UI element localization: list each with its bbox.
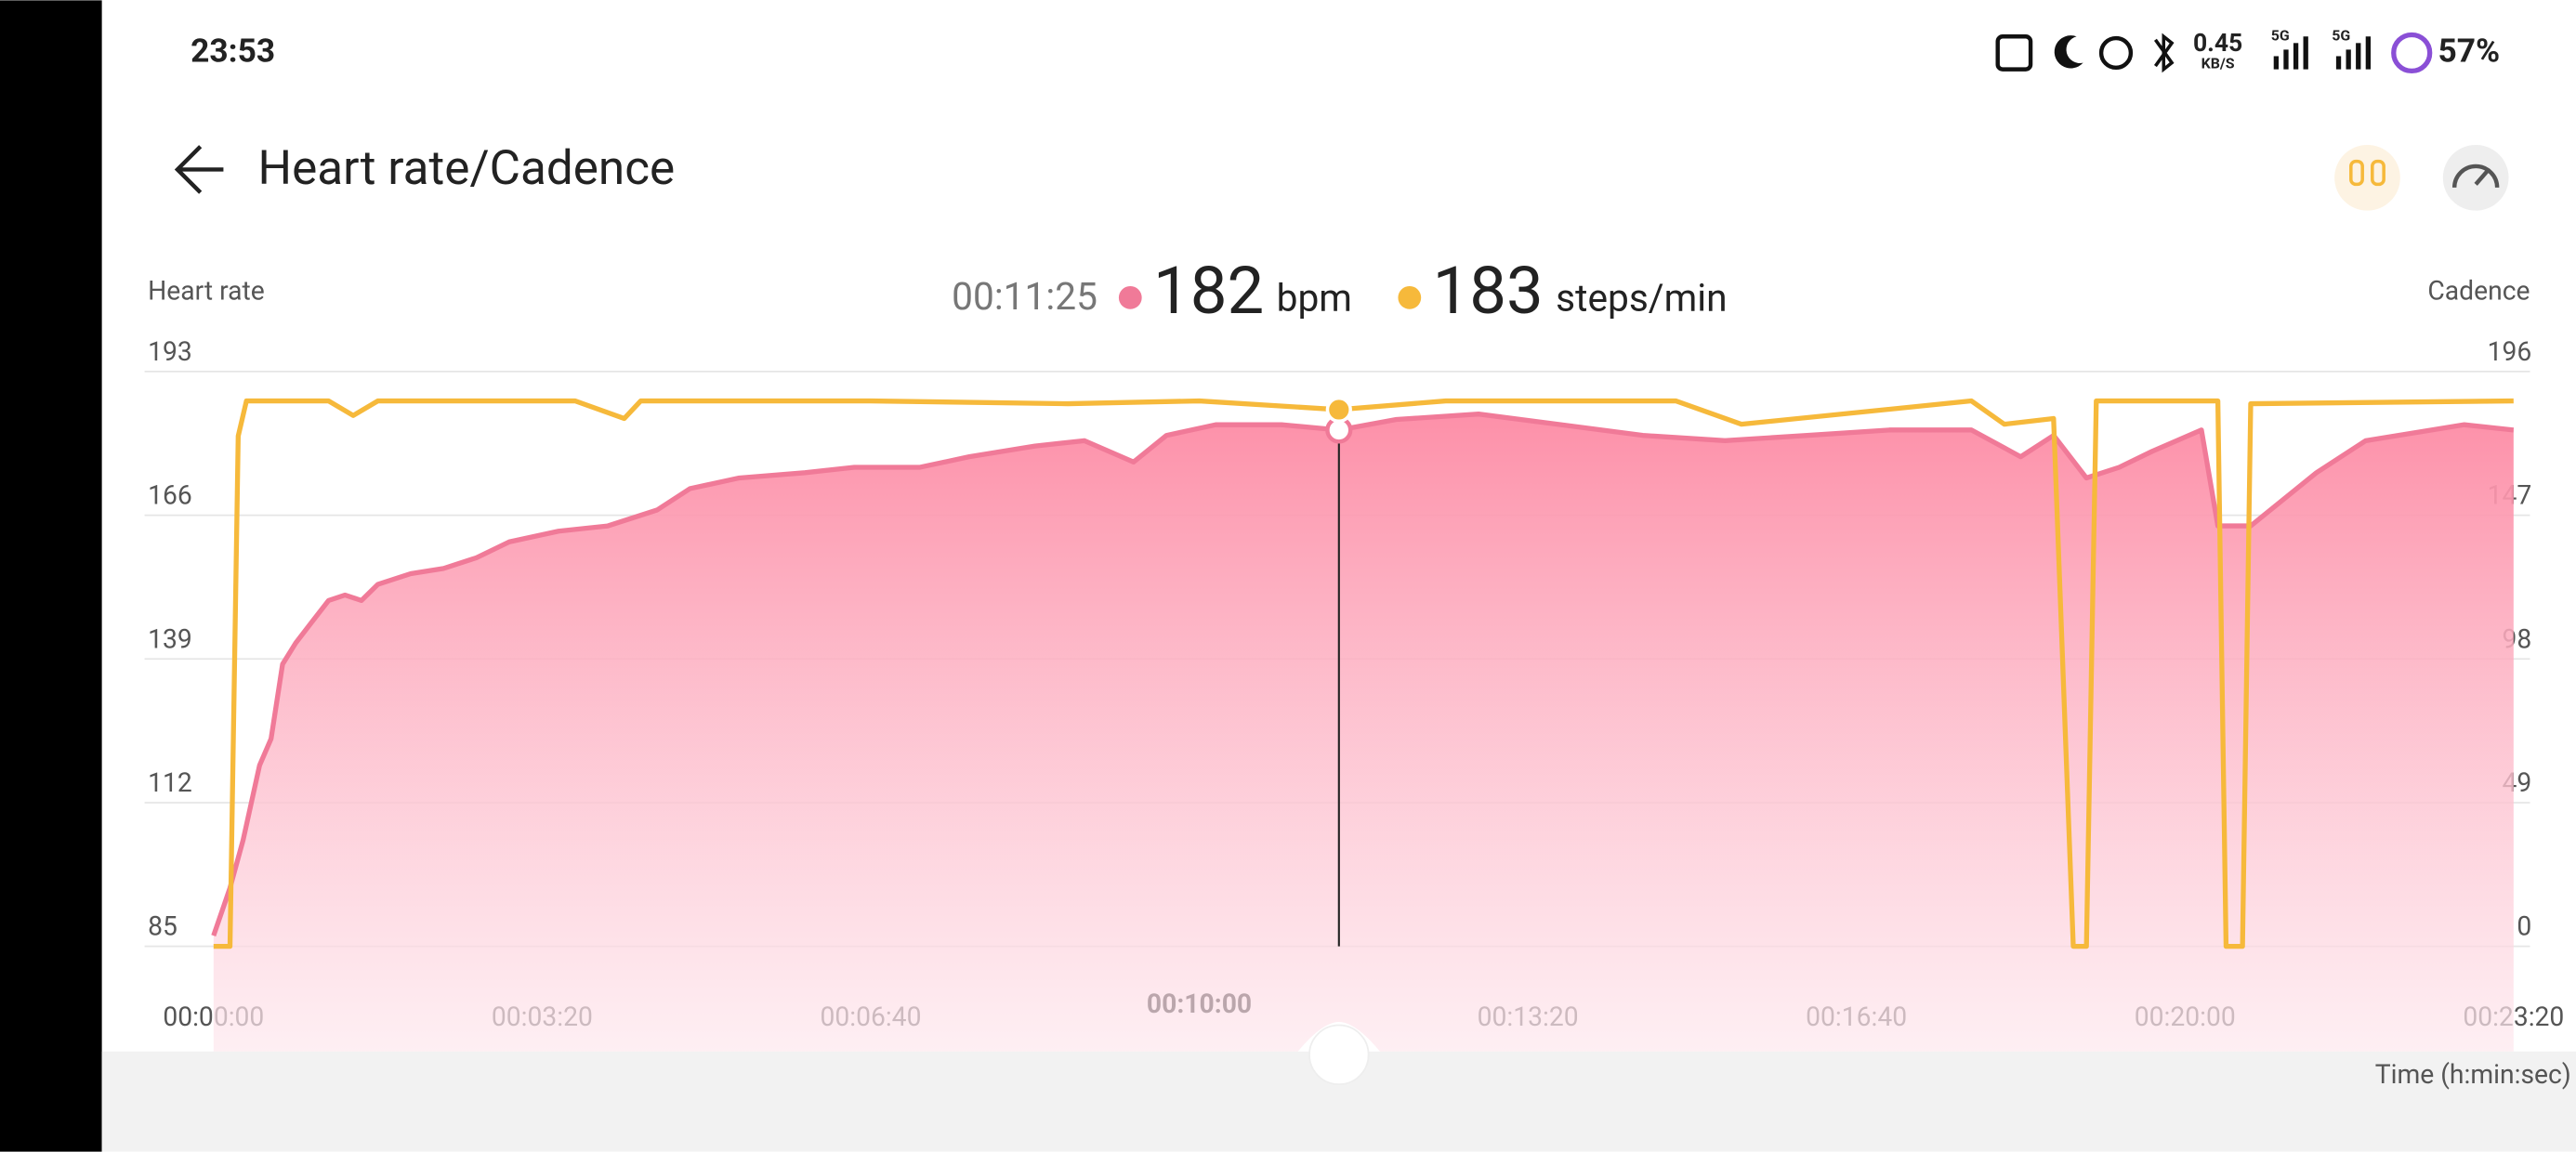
- readout-heart-rate: 182: [1153, 253, 1264, 330]
- y-tick-label: 112: [148, 767, 192, 798]
- plot: 851121391661930499814719600:00:0000:03:2…: [144, 336, 2564, 1052]
- y-axis-title: Heart rate: [148, 276, 265, 307]
- left-bezel: [0, 0, 102, 1152]
- scrubber-handle[interactable]: [1308, 1024, 1370, 1086]
- net-type: 5G: [2332, 26, 2350, 44]
- net-type: 5G: [2271, 26, 2290, 44]
- pace-toggle[interactable]: [2442, 144, 2509, 211]
- readout-hr-unit: bpm: [1277, 276, 1352, 321]
- y2-tick-label: 0: [2517, 911, 2531, 942]
- readout-cadence: 183: [1433, 253, 1544, 330]
- cadence-toggle[interactable]: [2334, 144, 2400, 211]
- status-icons: [1995, 32, 2433, 74]
- page-title: Heart rate/Cadence: [258, 139, 676, 196]
- battery: 57%: [2438, 31, 2501, 70]
- cadence-dot: [1398, 285, 1422, 309]
- net-speed: 0.45: [2193, 29, 2242, 58]
- readout-cadence-unit: steps/min: [1556, 276, 1727, 321]
- cursor-cadence-marker: [1325, 396, 1352, 424]
- line: [213, 398, 2514, 949]
- hr-dot: [1118, 285, 1142, 309]
- y-tick-label: 193: [148, 336, 192, 367]
- line: [211, 412, 2515, 937]
- area: [213, 413, 2514, 1052]
- y-tick-label: 139: [148, 623, 192, 654]
- x-axis-title: Time (h:min:sec): [2375, 1059, 2571, 1090]
- y-tick-label: 166: [148, 480, 192, 511]
- back-button[interactable]: [174, 145, 224, 194]
- net-unit: KB/S: [2201, 55, 2235, 72]
- y-tick-label: 85: [148, 911, 177, 942]
- y2-axis-title: Cadence: [2427, 276, 2530, 307]
- status-time: 23:53: [191, 31, 275, 70]
- readout-time: 00:11:25: [952, 274, 1097, 319]
- y2-tick-label: 196: [2488, 336, 2532, 367]
